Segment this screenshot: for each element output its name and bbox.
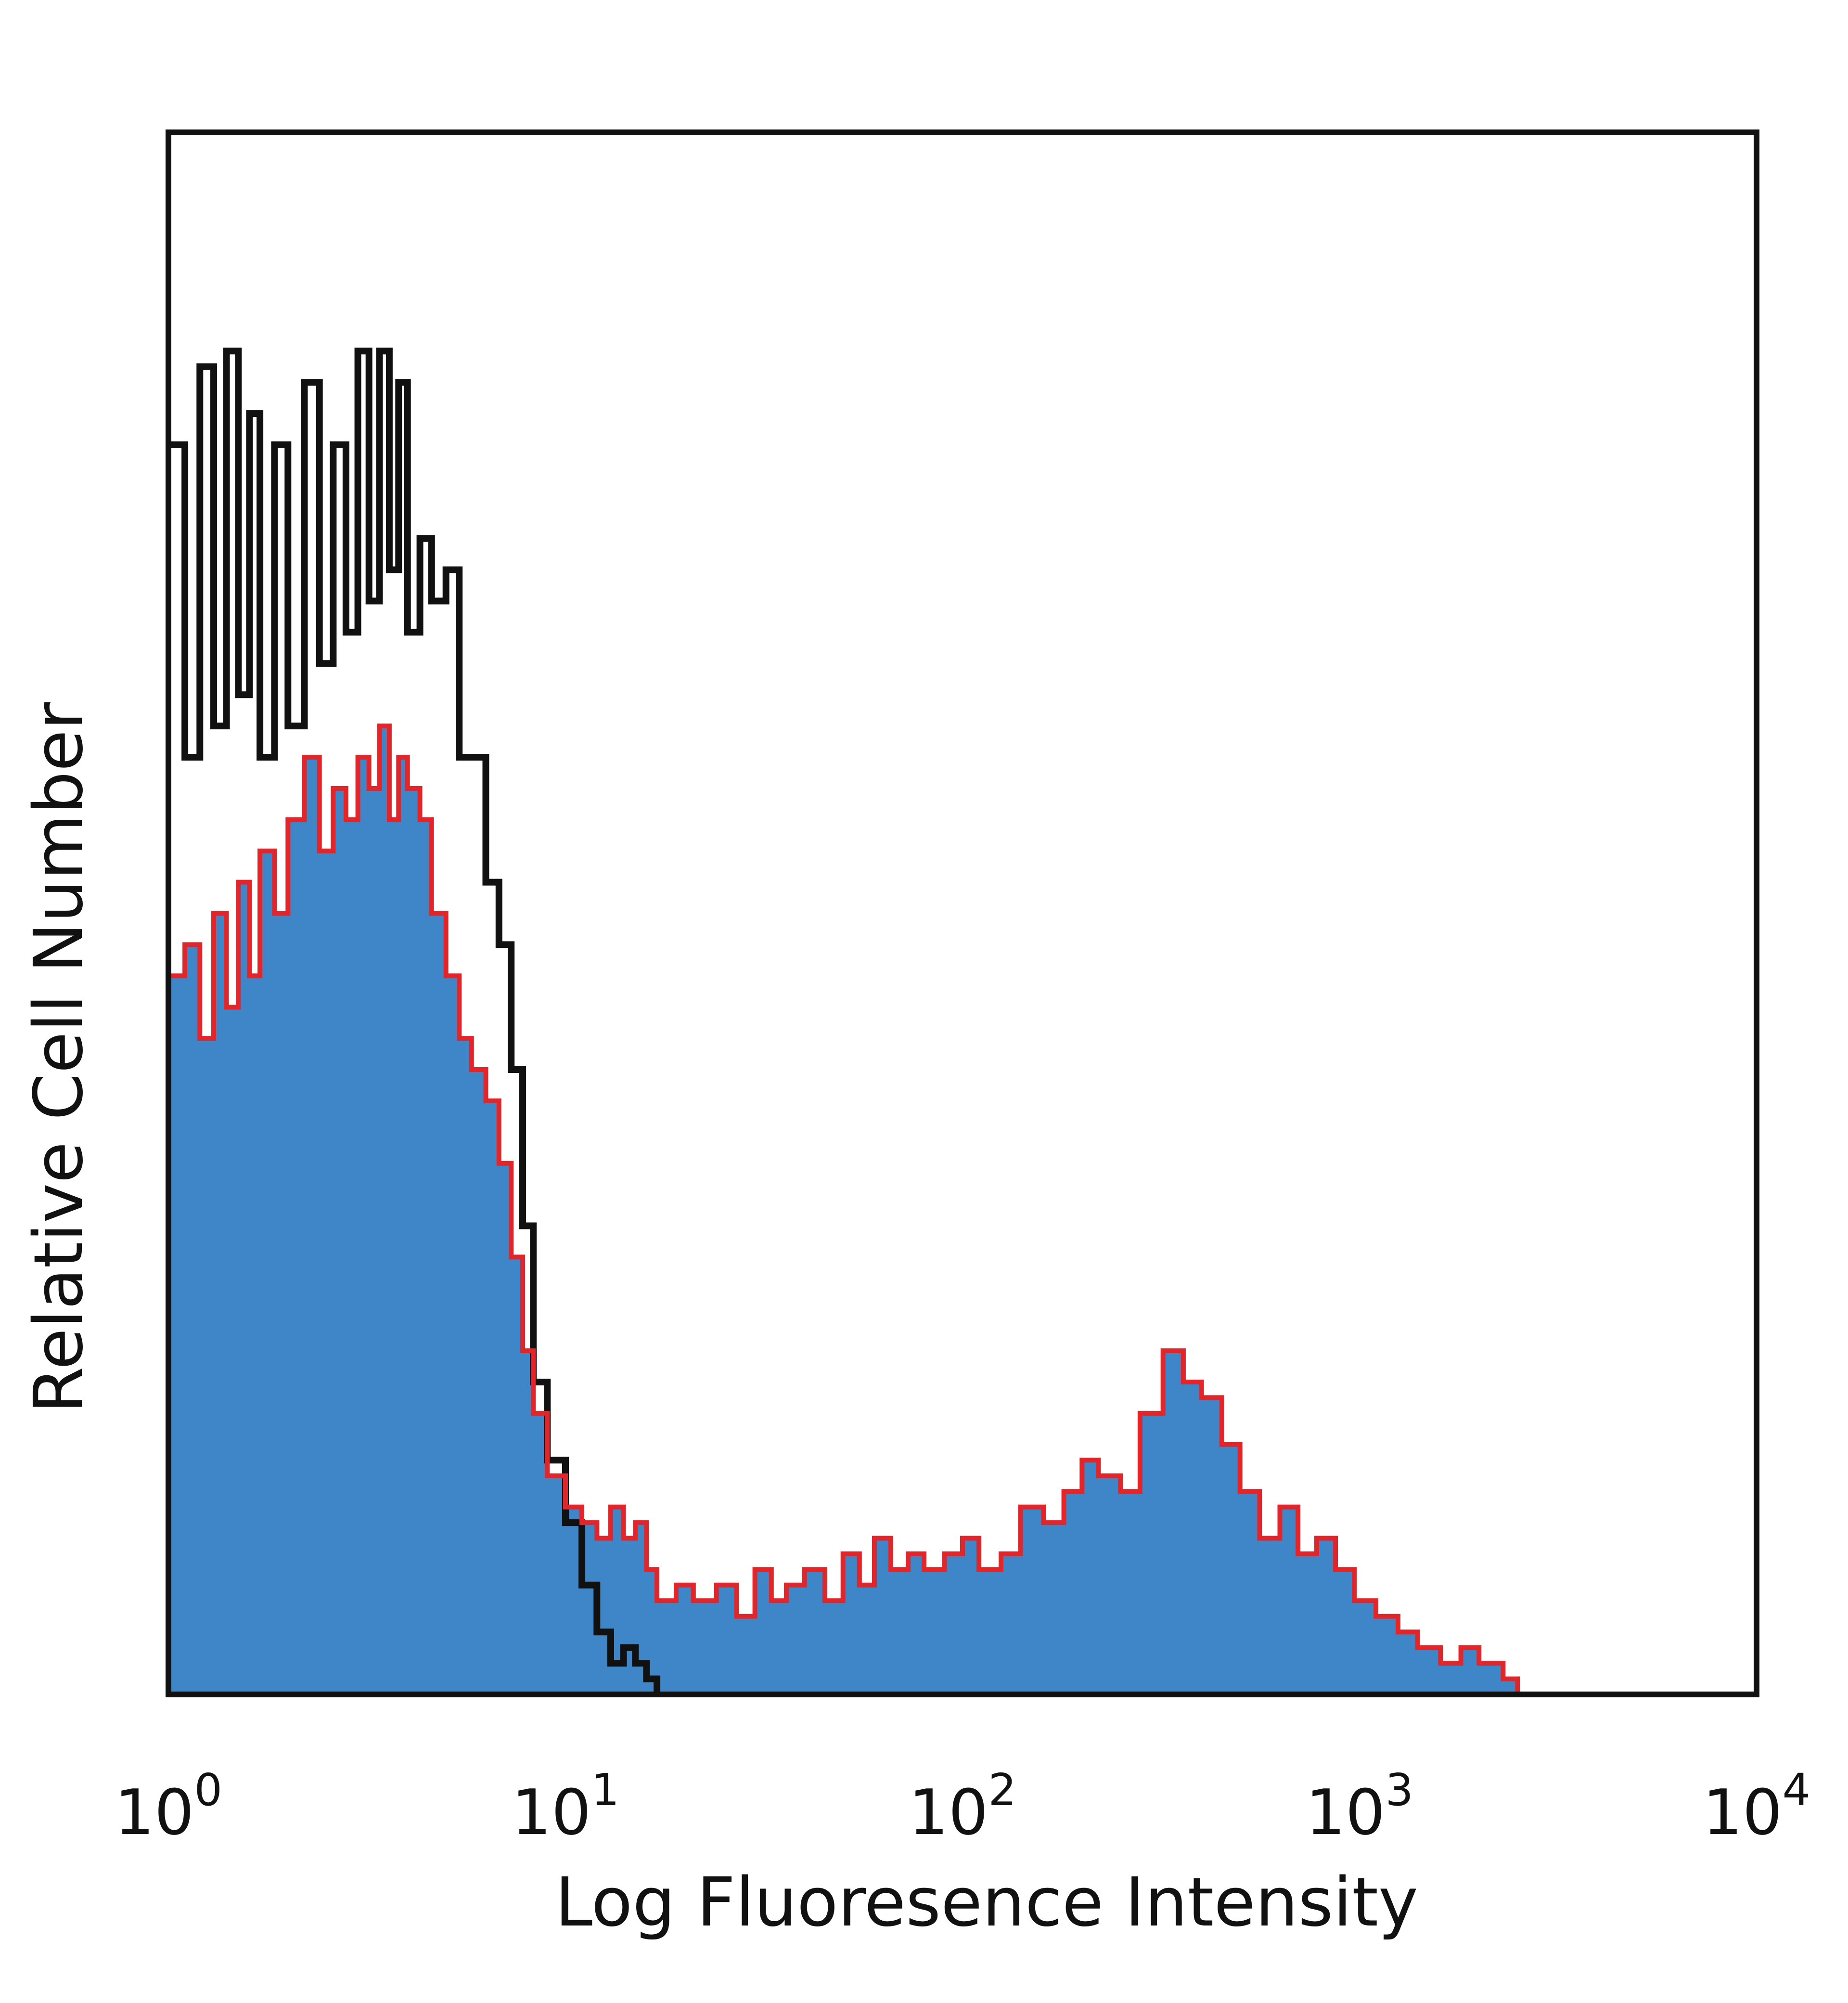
- x-tick-label-1: 101: [512, 1764, 619, 1849]
- x-axis-title: Log Fluoresence Intensity: [555, 1863, 1418, 1942]
- series-blue-fill: [168, 726, 1518, 1694]
- y-axis-title: Relative Cell Number: [20, 702, 98, 1413]
- x-tick-label-3: 103: [1306, 1764, 1413, 1849]
- x-tick-label-2: 102: [909, 1764, 1016, 1849]
- x-tick-label-0: 100: [115, 1764, 222, 1849]
- x-axis-ticks: 100 101 102 103 104: [115, 1764, 1810, 1849]
- plot-frame-group: [166, 129, 1759, 1697]
- x-tick-label-4: 104: [1703, 1764, 1810, 1849]
- plot-frame: [166, 129, 1759, 1697]
- series-red-outline: [168, 724, 1520, 1694]
- series-black-outline: [168, 348, 661, 1694]
- plot-area: [168, 348, 1520, 1694]
